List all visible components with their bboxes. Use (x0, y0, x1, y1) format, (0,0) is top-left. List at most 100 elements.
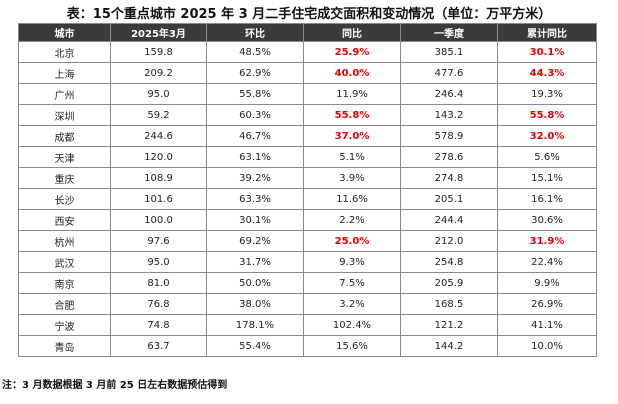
cell-march-2025: 97.6 (110, 230, 207, 252)
header-q1: 一季度 (400, 23, 498, 42)
cell-cumulative-yoy: 5.6% (497, 146, 597, 168)
table-row: 天津 120.0 63.1% 5.1% 278.6 5.6% (18, 146, 597, 168)
cell-cumulative-yoy: 55.8% (497, 104, 597, 126)
header-march-2025: 2025年3月 (110, 23, 207, 42)
cell-city: 广州 (18, 83, 111, 105)
cell-city: 北京 (18, 41, 111, 63)
cell-q1: 205.9 (400, 272, 498, 294)
table-title: 表：15个重点城市 2025 年 3 月二手住宅成交面积和变动情况（单位：万平方… (66, 7, 552, 22)
cell-mom: 178.1% (206, 314, 304, 336)
cell-march-2025: 209.2 (110, 62, 207, 84)
cell-cumulative-yoy: 16.1% (497, 188, 597, 210)
cell-yoy: 102.4% (303, 314, 401, 336)
table-row: 南京 81.0 50.0% 7.5% 205.9 9.9% (18, 272, 597, 294)
cell-mom: 50.0% (206, 272, 304, 294)
cell-cumulative-yoy: 41.1% (497, 314, 597, 336)
cell-mom: 62.9% (206, 62, 304, 84)
cell-march-2025: 74.8 (110, 314, 207, 336)
header-mom: 环比 (206, 23, 304, 42)
cell-cumulative-yoy: 30.1% (497, 41, 597, 63)
table-row: 合肥 76.8 38.0% 3.2% 168.5 26.9% (18, 293, 597, 315)
cell-city: 合肥 (18, 293, 111, 315)
cell-city: 天津 (18, 146, 111, 168)
footnote: 注：3 月数据根据 3 月前 25 日左右数据预估得到 (2, 380, 228, 391)
cell-q1: 246.4 (400, 83, 498, 105)
cell-cumulative-yoy: 44.3% (497, 62, 597, 84)
cell-yoy: 3.9% (303, 167, 401, 189)
cell-cumulative-yoy: 30.6% (497, 209, 597, 231)
cell-q1: 254.8 (400, 251, 498, 273)
cell-q1: 385.1 (400, 41, 498, 63)
cell-cumulative-yoy: 9.9% (497, 272, 597, 294)
cell-q1: 477.6 (400, 62, 498, 84)
cell-cumulative-yoy: 22.4% (497, 251, 597, 273)
cell-city: 南京 (18, 272, 111, 294)
cell-city: 青岛 (18, 335, 111, 357)
cell-yoy: 2.2% (303, 209, 401, 231)
cell-march-2025: 101.6 (110, 188, 207, 210)
table-row: 上海 209.2 62.9% 40.0% 477.6 44.3% (18, 62, 597, 84)
cell-yoy: 15.6% (303, 335, 401, 357)
cell-q1: 212.0 (400, 230, 498, 252)
header-city: 城市 (18, 23, 111, 42)
table-row: 青岛 63.7 55.4% 15.6% 144.2 10.0% (18, 335, 597, 357)
cell-cumulative-yoy: 32.0% (497, 125, 597, 147)
cell-mom: 38.0% (206, 293, 304, 315)
cell-mom: 63.1% (206, 146, 304, 168)
cell-march-2025: 95.0 (110, 83, 207, 105)
cell-city: 宁波 (18, 314, 111, 336)
table-row: 深圳 59.2 60.3% 55.8% 143.2 55.8% (18, 104, 597, 126)
table-row: 武汉 95.0 31.7% 9.3% 254.8 22.4% (18, 251, 597, 273)
cell-city: 武汉 (18, 251, 111, 273)
cell-march-2025: 244.6 (110, 125, 207, 147)
cell-march-2025: 76.8 (110, 293, 207, 315)
table-row: 长沙 101.6 63.3% 11.6% 205.1 16.1% (18, 188, 597, 210)
cell-mom: 69.2% (206, 230, 304, 252)
table-row: 杭州 97.6 69.2% 25.0% 212.0 31.9% (18, 230, 597, 252)
cell-city: 成都 (18, 125, 111, 147)
cell-mom: 30.1% (206, 209, 304, 231)
cell-march-2025: 59.2 (110, 104, 207, 126)
cell-mom: 55.4% (206, 335, 304, 357)
cell-march-2025: 63.7 (110, 335, 207, 357)
cell-city: 上海 (18, 62, 111, 84)
cell-mom: 63.3% (206, 188, 304, 210)
cell-yoy: 7.5% (303, 272, 401, 294)
cell-yoy: 25.0% (303, 230, 401, 252)
cell-march-2025: 108.9 (110, 167, 207, 189)
cell-yoy: 11.6% (303, 188, 401, 210)
cell-yoy: 55.8% (303, 104, 401, 126)
cell-q1: 278.6 (400, 146, 498, 168)
cell-q1: 578.9 (400, 125, 498, 147)
cell-march-2025: 81.0 (110, 272, 207, 294)
cell-cumulative-yoy: 10.0% (497, 335, 597, 357)
transaction-table: 城市 2025年3月 环比 同比 一季度 累计同比 北京 159.8 48.5% 25… (18, 23, 597, 357)
cell-city: 长沙 (18, 188, 111, 210)
cell-q1: 121.2 (400, 314, 498, 336)
table-body: 北京 159.8 48.5% 25.9% 385.1 30.1% 上海 209.2 62.9% 4… (18, 41, 597, 357)
cell-city: 杭州 (18, 230, 111, 252)
cell-cumulative-yoy: 15.1% (497, 167, 597, 189)
cell-cumulative-yoy: 31.9% (497, 230, 597, 252)
cell-march-2025: 159.8 (110, 41, 207, 63)
cell-city: 深圳 (18, 104, 111, 126)
header-cumulative-yoy: 累计同比 (497, 23, 597, 42)
table-row: 西安 100.0 30.1% 2.2% 244.4 30.6% (18, 209, 597, 231)
cell-city: 西安 (18, 209, 111, 231)
table-row: 成都 244.6 46.7% 37.0% 578.9 32.0% (18, 125, 597, 147)
cell-q1: 205.1 (400, 188, 498, 210)
table-row: 重庆 108.9 39.2% 3.9% 274.8 15.1% (18, 167, 597, 189)
cell-march-2025: 100.0 (110, 209, 207, 231)
cell-cumulative-yoy: 26.9% (497, 293, 597, 315)
table-header-row: 城市 2025年3月 环比 同比 一季度 累计同比 (18, 23, 597, 42)
cell-q1: 168.5 (400, 293, 498, 315)
cell-mom: 48.5% (206, 41, 304, 63)
cell-yoy: 9.3% (303, 251, 401, 273)
table-row: 宁波 74.8 178.1% 102.4% 121.2 41.1% (18, 314, 597, 336)
cell-yoy: 5.1% (303, 146, 401, 168)
cell-mom: 55.8% (206, 83, 304, 105)
cell-yoy: 11.9% (303, 83, 401, 105)
cell-cumulative-yoy: 19.3% (497, 83, 597, 105)
cell-q1: 244.4 (400, 209, 498, 231)
cell-mom: 46.7% (206, 125, 304, 147)
